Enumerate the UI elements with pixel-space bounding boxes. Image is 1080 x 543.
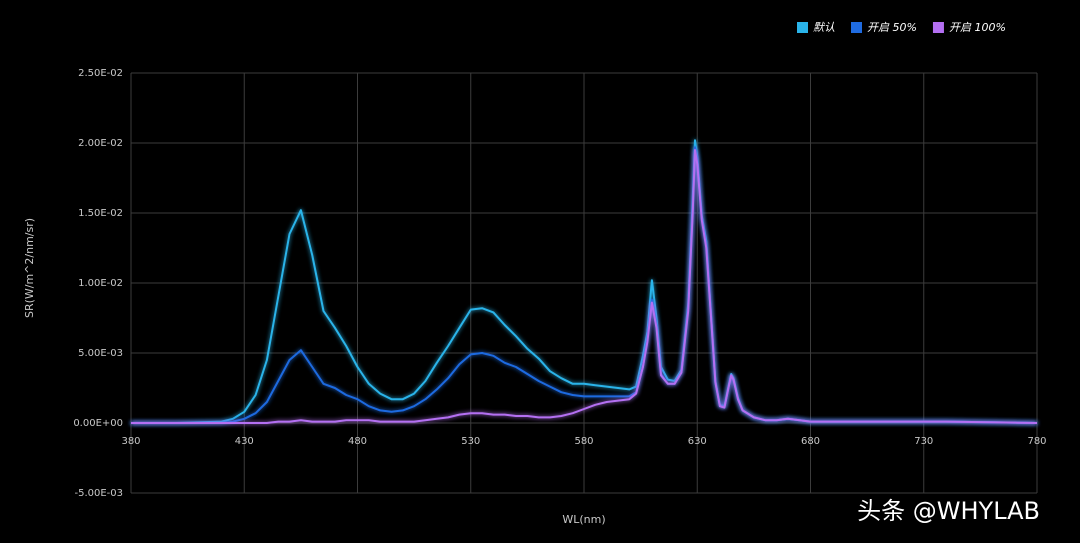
x-tick-label: 780: [1027, 436, 1046, 447]
y-tick-label: 1.50E-02: [78, 208, 123, 219]
x-axis-label: WL(nm): [562, 513, 605, 526]
y-tick-label: 5.00E-03: [78, 348, 123, 359]
legend-label: 默认: [813, 21, 835, 34]
legend-swatch: [932, 22, 944, 33]
y-tick-label: 0.00E+00: [73, 418, 123, 429]
x-tick-label: 530: [461, 436, 480, 447]
x-tick-label: 380: [121, 436, 140, 447]
x-tick-label: 730: [914, 436, 933, 447]
x-tick-label: 480: [348, 436, 367, 447]
legend-label: 开启 50%: [867, 21, 917, 34]
x-tick-label: 580: [574, 436, 593, 447]
watermark: 头条 @WHYLAB: [857, 497, 1040, 525]
legend: 默认 开启 50% 开启 100%: [797, 21, 1006, 34]
x-tick-label: 680: [801, 436, 820, 447]
y-tick-label: 2.50E-02: [78, 68, 123, 79]
legend-swatch: [851, 22, 862, 33]
legend-label: 开启 100%: [949, 21, 1006, 34]
y-tick-label: -5.00E-03: [74, 488, 123, 499]
series-line: [131, 149, 1038, 424]
y-tick-label: 2.00E-02: [78, 138, 123, 149]
y-axis-label: SR(W/m^2/nm/sr): [23, 218, 36, 318]
legend-swatch: [797, 22, 808, 33]
x-tick-label: 630: [688, 436, 707, 447]
x-tick-label: 430: [235, 436, 254, 447]
y-tick-label: 1.00E-02: [78, 278, 123, 289]
